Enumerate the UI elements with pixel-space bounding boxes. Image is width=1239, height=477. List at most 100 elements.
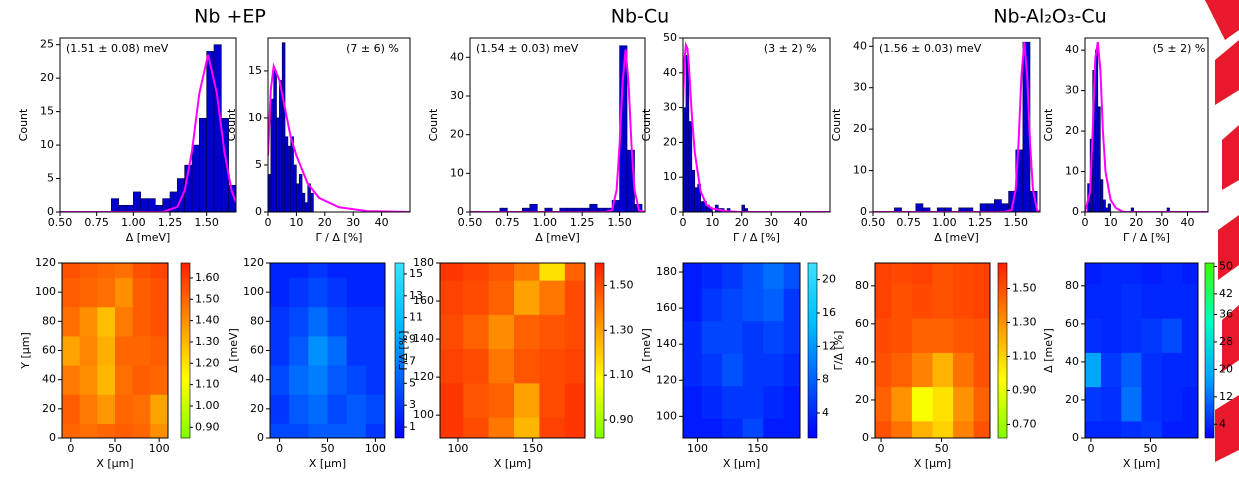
y-tick-label: 5 bbox=[47, 172, 54, 185]
x-tick-label: 30 bbox=[346, 216, 360, 229]
map-cell bbox=[911, 420, 933, 439]
colorbar bbox=[1204, 262, 1215, 439]
x-tick-label: 1.50 bbox=[194, 216, 219, 229]
colorbar-tick-label: 1.30 bbox=[195, 335, 220, 348]
map-cell bbox=[488, 382, 515, 418]
map-cell bbox=[440, 280, 464, 315]
map-cell bbox=[783, 353, 801, 387]
y-tick-label: 0 bbox=[1072, 431, 1079, 444]
colorbar-tick-label: 1.00 bbox=[195, 399, 220, 412]
y-tick-label: 160 bbox=[413, 294, 434, 307]
map-cell bbox=[365, 394, 386, 424]
colorbar-tick-label: 4 bbox=[1219, 417, 1226, 430]
map-cell bbox=[1181, 318, 1199, 353]
map-cell bbox=[79, 335, 98, 366]
map-cell bbox=[911, 263, 933, 285]
y-axis-label: Count bbox=[17, 108, 30, 141]
x-tick-label: 40 bbox=[794, 216, 808, 229]
map-cell bbox=[463, 263, 490, 281]
map-cell bbox=[440, 382, 464, 418]
x-axis-label: X [μm] bbox=[309, 457, 346, 470]
x-tick-label: 0 bbox=[680, 216, 687, 229]
map-cell bbox=[513, 348, 540, 384]
colorbar-tick-label: 1.30 bbox=[1012, 315, 1037, 328]
map-cell bbox=[488, 263, 515, 281]
map-cell bbox=[1161, 263, 1183, 285]
group-heading: Nb +EP bbox=[194, 6, 266, 28]
y-tick-label: 180 bbox=[413, 256, 434, 269]
plot-frame bbox=[1084, 37, 1209, 213]
map-cell bbox=[150, 335, 169, 366]
map-cell bbox=[132, 394, 151, 424]
group-heading: Nb-Cu bbox=[611, 6, 669, 28]
y-tick-label: 5 bbox=[255, 158, 262, 171]
x-tick-label: 150 bbox=[522, 442, 543, 455]
map-cell bbox=[973, 283, 991, 319]
bar bbox=[298, 174, 303, 212]
map-cell bbox=[539, 382, 566, 418]
map-cell bbox=[891, 318, 913, 353]
map-cell bbox=[1181, 263, 1199, 285]
y-tick-label: 40 bbox=[42, 373, 56, 386]
map-cell bbox=[1121, 318, 1142, 353]
bar bbox=[1107, 203, 1111, 212]
y-tick-label: 50 bbox=[663, 31, 677, 44]
map-cell bbox=[701, 353, 723, 387]
fit-annotation: (1.51 ± 0.08) meV bbox=[66, 42, 169, 55]
x-tick-label: 10 bbox=[705, 216, 719, 229]
bar bbox=[986, 203, 995, 212]
map-cell bbox=[539, 348, 566, 384]
map-cell bbox=[875, 263, 892, 285]
map-cell bbox=[763, 385, 785, 419]
map-cell bbox=[1121, 386, 1142, 422]
x-tick-label: 100 bbox=[365, 442, 386, 455]
x-tick-label: 30 bbox=[764, 216, 778, 229]
map-cell bbox=[132, 306, 151, 337]
x-tick-label: 1.50 bbox=[1003, 216, 1028, 229]
map-cell bbox=[488, 417, 515, 439]
map-cell bbox=[115, 365, 134, 395]
map-cell bbox=[79, 277, 98, 308]
map-cell bbox=[115, 394, 134, 424]
map-cell bbox=[513, 280, 540, 315]
map-cell bbox=[683, 385, 703, 419]
x-tick-label: 50 bbox=[935, 442, 949, 455]
map-cell bbox=[875, 318, 892, 353]
map-cell bbox=[783, 320, 801, 354]
y-tick-label: 40 bbox=[855, 355, 869, 368]
map-cell bbox=[783, 385, 801, 419]
map-cell bbox=[783, 288, 801, 322]
map-cell bbox=[953, 420, 975, 439]
y-tick-label: 180 bbox=[656, 265, 677, 278]
plot-area bbox=[60, 44, 236, 212]
x-tick-label: 1.00 bbox=[121, 216, 146, 229]
y-tick-label: 60 bbox=[855, 317, 869, 330]
map-cell bbox=[1181, 352, 1199, 388]
x-tick-label: 1.00 bbox=[932, 216, 957, 229]
y-tick-label: 10 bbox=[853, 164, 867, 177]
map-cell bbox=[463, 314, 490, 350]
bar bbox=[279, 80, 283, 212]
map-cell bbox=[115, 277, 134, 308]
map-cell bbox=[973, 263, 991, 285]
x-tick-label: 0.75 bbox=[896, 216, 921, 229]
map-cell bbox=[346, 306, 367, 337]
map-cell bbox=[701, 320, 723, 354]
bar bbox=[915, 203, 924, 212]
x-tick-label: 10 bbox=[1104, 216, 1118, 229]
x-axis-label: Δ [meV] bbox=[126, 231, 171, 244]
colorbar-tick-label: 1.10 bbox=[609, 368, 634, 381]
bar bbox=[1166, 207, 1170, 212]
map-cell bbox=[911, 283, 933, 319]
y-tick-label: 0 bbox=[862, 431, 869, 444]
map-cell bbox=[1101, 420, 1122, 439]
y-tick-label: 60 bbox=[250, 344, 264, 357]
y-tick-label: 0 bbox=[860, 205, 867, 218]
map-cell bbox=[701, 263, 723, 289]
map-cell bbox=[1141, 318, 1163, 353]
map-cell bbox=[539, 280, 566, 315]
colorbar-tick-label: 1.50 bbox=[195, 292, 220, 305]
bar bbox=[1105, 207, 1109, 212]
map-cell bbox=[683, 288, 703, 322]
